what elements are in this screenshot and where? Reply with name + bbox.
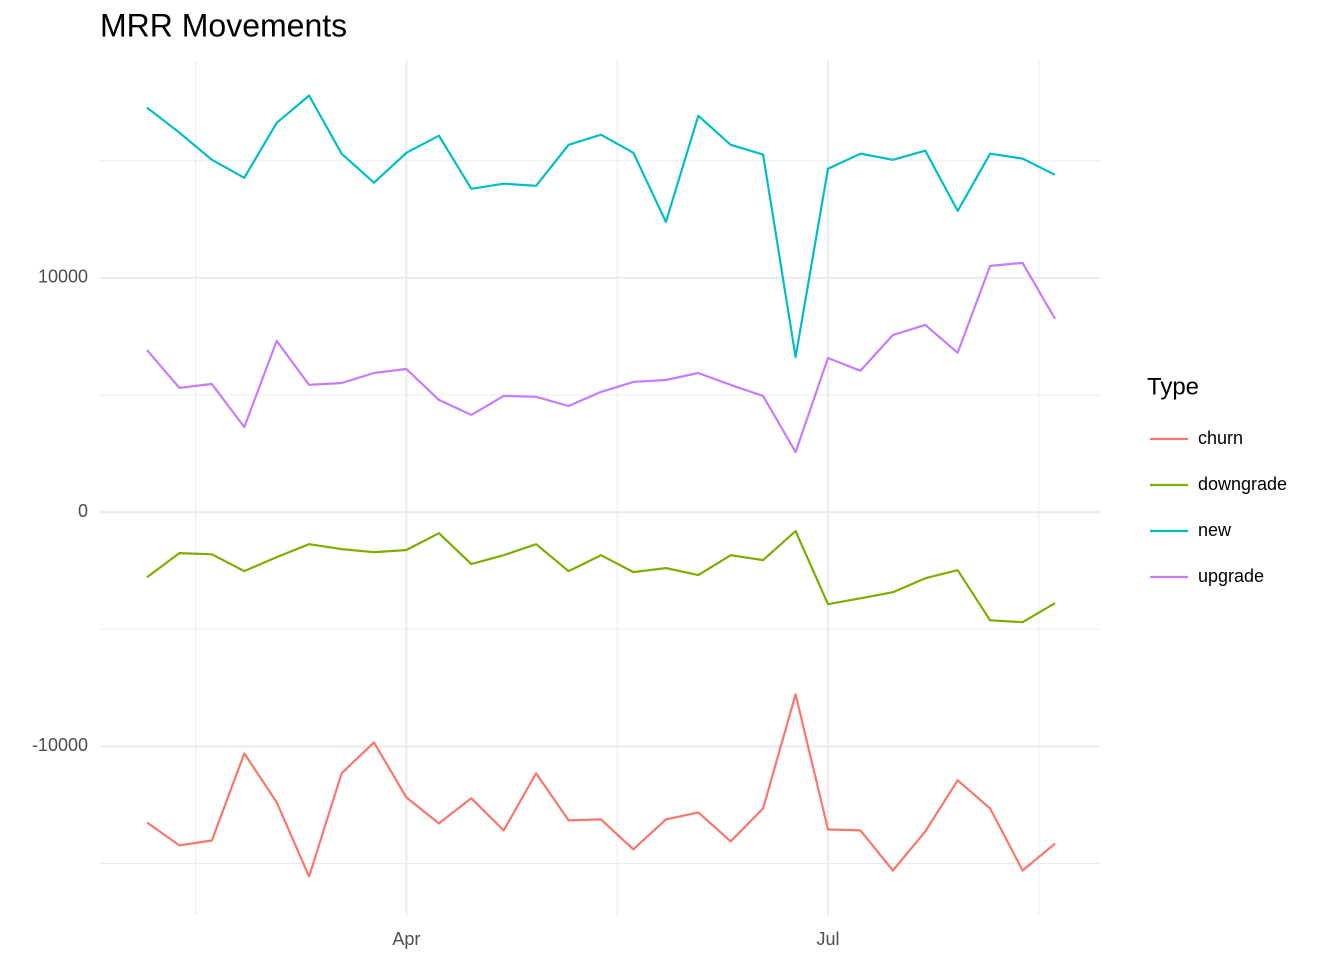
line	[146, 261, 1056, 454]
line	[146, 530, 1056, 624]
line	[146, 693, 1056, 878]
y-tick-label: 10000	[38, 267, 88, 287]
y-tick-label: 0	[78, 501, 88, 521]
x-tick-label: Apr	[392, 929, 420, 949]
y-tick-label: -10000	[32, 735, 88, 755]
legend-title: Type	[1147, 373, 1199, 400]
line	[146, 94, 1056, 359]
chart-title: MRR Movements	[100, 7, 347, 43]
x-tick-label: Jul	[816, 929, 839, 949]
legend-label: churn	[1198, 428, 1243, 448]
legend-label: new	[1198, 520, 1232, 540]
legend-label: upgrade	[1198, 566, 1264, 586]
legend-label: downgrade	[1198, 474, 1287, 494]
